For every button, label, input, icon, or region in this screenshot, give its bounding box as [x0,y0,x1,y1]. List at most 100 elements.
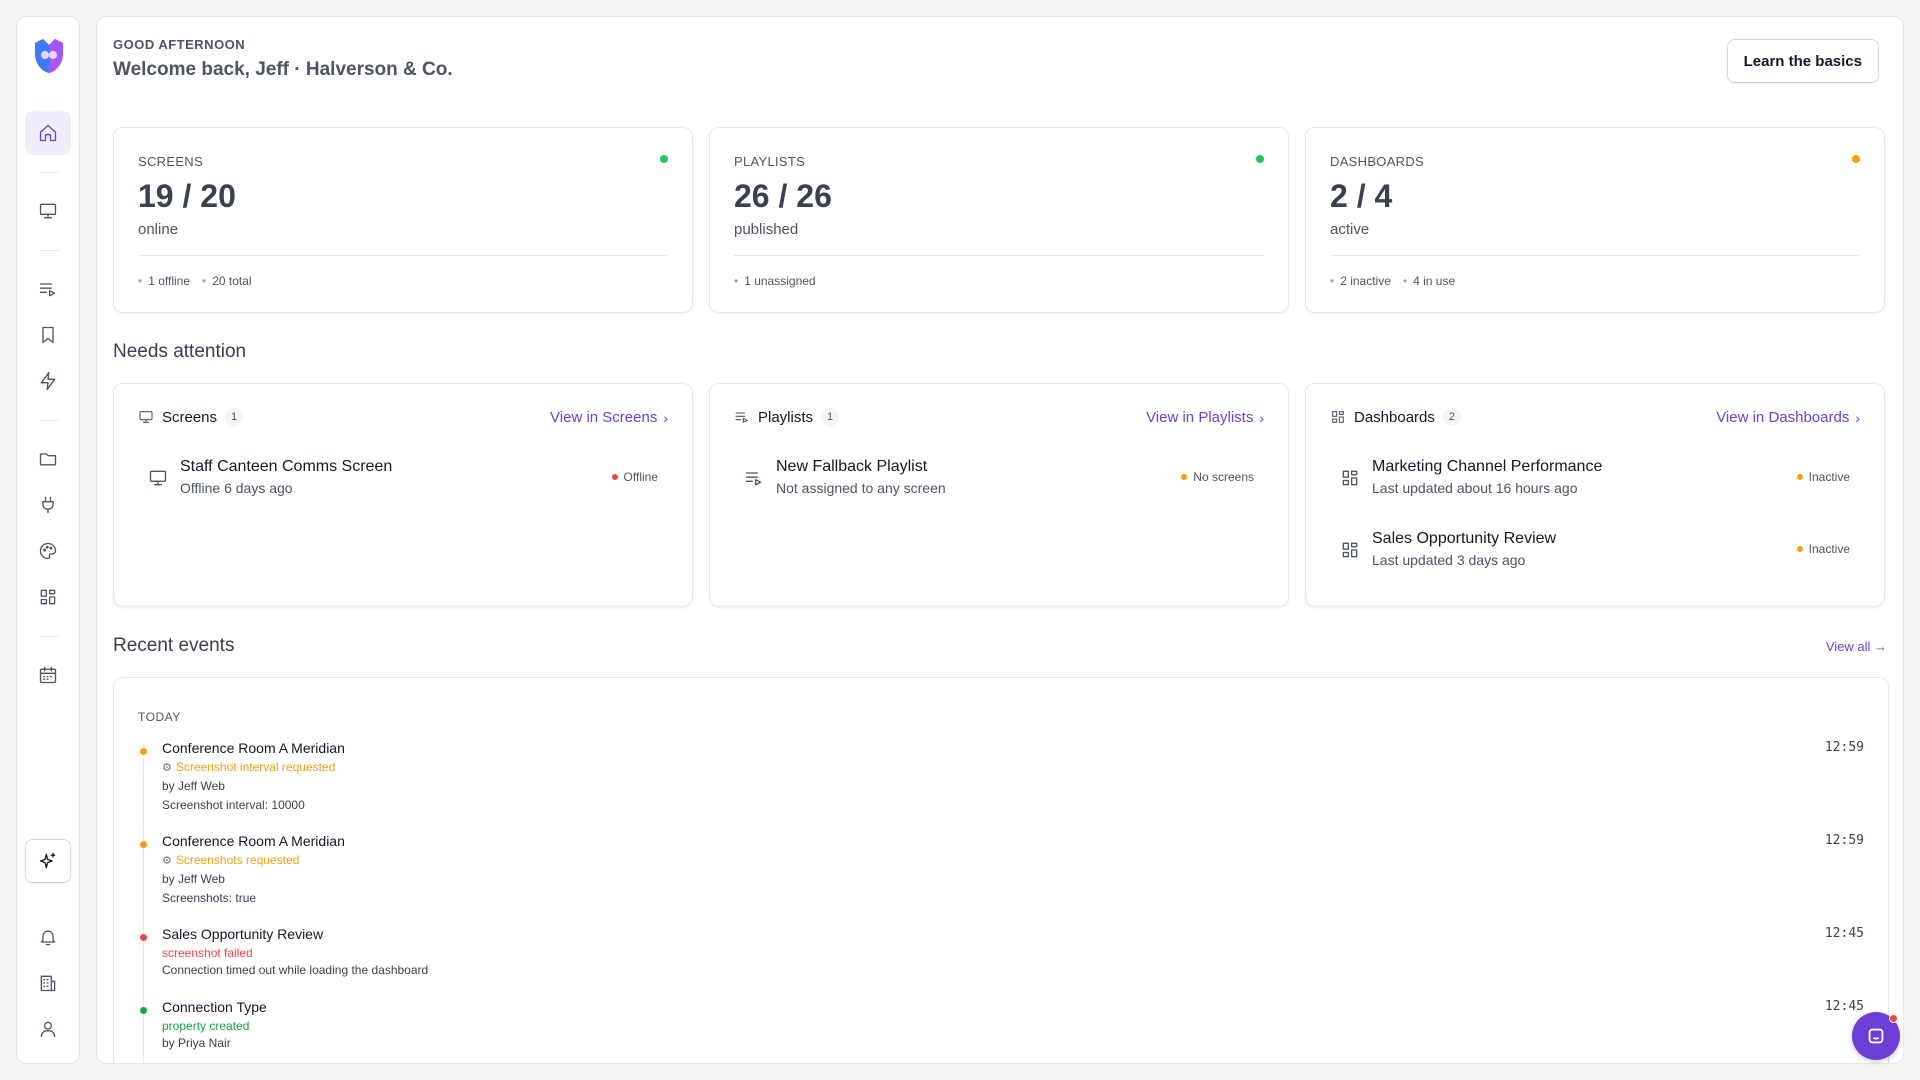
event-detail: Screenshot interval: 10000 [162,798,305,812]
row-title: Sales Opportunity Review [1372,530,1557,547]
event-time: 12:59 [1824,833,1864,848]
folder-icon [39,453,57,466]
attention-card-header: Screens 1 [138,408,244,426]
event-title: Conference Room A Meridian [162,833,345,849]
stat-label: SCREENS [138,154,203,169]
event-tag-label: screenshot failed [162,946,253,960]
dashboard-icon [1340,540,1360,560]
status-label: No screens [1193,470,1254,484]
sparkle-icon [39,852,56,869]
event-dot [140,841,147,848]
stat-card-screens[interactable]: SCREENS 19 / 20 online 1 offline 20 tota… [113,127,693,313]
gear-icon: ⚙ [162,761,172,774]
sidebar-item-notifications[interactable] [25,915,71,959]
status-badge: Offline [611,470,658,484]
status-dot [1852,155,1860,163]
main-panel: GOOD AFTERNOON Welcome back, Jeff · Halv… [96,16,1904,1064]
view-in-screens-link[interactable]: View in Screens › [550,409,668,426]
view-in-playlists-link[interactable]: View in Playlists › [1146,409,1264,426]
playlist-icon [744,468,764,488]
stat-meta: 1 offline 20 total [138,274,251,288]
view-in-dashboards-link[interactable]: View in Dashboards › [1716,409,1860,426]
learn-basics-button[interactable]: Learn the basics [1726,39,1879,83]
event-title: Sales Opportunity Review [162,926,324,942]
event-title: Conference Room A Meridian [162,740,345,756]
sidebar-item-screens[interactable] [25,189,71,233]
sidebar-divider [39,172,59,173]
sidebar-item-home[interactable] [25,111,71,155]
row-title: New Fallback Playlist [776,458,928,475]
sidebar-item-schedule[interactable] [25,653,71,697]
event-detail: Connection timed out while loading the d… [162,963,429,977]
home-icon [39,124,57,142]
stat-sub: published [734,221,799,238]
status-badge: No screens [1181,470,1254,484]
view-all-link[interactable]: View all → [1825,639,1887,654]
sidebar-item-themes[interactable] [25,529,71,573]
monitor-icon [148,468,168,488]
attention-card-header: Dashboards 2 [1330,408,1461,426]
count-badge: 1 [821,408,840,426]
attention-row[interactable]: Marketing Channel Performance Last updat… [1340,458,1850,508]
attention-row[interactable]: New Fallback Playlist Not assigned to an… [744,458,1254,508]
stat-value: 2 / 4 [1330,178,1393,214]
bookmark-icon [42,326,54,344]
sidebar-item-files[interactable] [25,437,71,481]
sidebar-item-bookmarks[interactable] [25,313,71,357]
sidebar-item-integrations[interactable] [25,483,71,527]
palette-icon [39,542,57,560]
stat-sub: active [1330,221,1370,238]
event-detail: by Jeff Web [162,779,225,793]
sidebar [16,16,80,1064]
chat-icon [1868,1028,1884,1044]
stat-meta: 1 unassigned [734,274,815,288]
attention-row[interactable]: Staff Canteen Comms Screen Offline 6 day… [148,458,658,508]
sidebar-divider [39,636,59,637]
event-tag-label: Screenshot interval requested [175,760,336,774]
status-label: Inactive [1808,470,1850,484]
event-time: 12:45 [1824,926,1864,941]
lightning-icon [40,372,56,390]
stat-value: 19 / 20 [138,178,236,214]
event-tag-label: property created [162,1019,250,1033]
notification-badge [1889,1014,1898,1023]
attention-card-title: Playlists [758,408,814,426]
attention-card-title: Dashboards [1354,408,1435,426]
stat-meta-item: 4 in use [1403,274,1455,288]
stat-meta-item: 2 inactive [1330,274,1391,288]
sidebar-item-playlists[interactable] [25,267,71,311]
event-tag-label: Screenshots requested [175,853,300,867]
event-tag: property created [162,1019,249,1033]
stat-label: DASHBOARDS [1330,154,1425,169]
view-link-label: View in Playlists [1146,409,1254,426]
building-icon [40,975,56,992]
status-dot [1796,474,1803,480]
sidebar-item-account[interactable] [25,1007,71,1051]
stat-card-playlists[interactable]: PLAYLISTS 26 / 26 published 1 unassigned [709,127,1289,313]
stat-card-dashboards[interactable]: DASHBOARDS 2 / 4 active 2 inactive 4 in … [1305,127,1885,313]
attention-card-title: Screens [162,408,218,426]
attention-row[interactable]: Sales Opportunity Review Last updated 3 … [1340,530,1850,580]
event-dot [140,1007,147,1014]
chat-launcher-button[interactable] [1852,1012,1900,1060]
gear-icon: ⚙ [162,854,172,867]
timeline-line [143,744,144,1063]
monitor-icon [39,203,57,219]
stat-meta-item: 20 total [202,274,251,288]
sidebar-divider [39,420,59,421]
event-detail: by Jeff Web [162,872,225,886]
sidebar-item-actions[interactable] [25,359,71,403]
sidebar-item-ai[interactable] [25,839,71,883]
needs-attention-title: Needs attention [113,341,247,362]
status-dot [611,474,618,480]
playlist-icon [39,283,56,297]
greeting: GOOD AFTERNOON [113,37,246,52]
attention-card-screens: Screens 1 View in Screens › Staff Cantee… [113,383,693,607]
logo-icon[interactable] [31,37,67,75]
sidebar-item-dashboards[interactable] [25,575,71,619]
row-subtitle: Offline 6 days ago [180,480,293,496]
sidebar-item-organization[interactable] [25,961,71,1005]
calendar-icon [39,666,57,684]
event-title: Connection Type [162,999,267,1015]
recent-events-title: Recent events [113,635,235,656]
